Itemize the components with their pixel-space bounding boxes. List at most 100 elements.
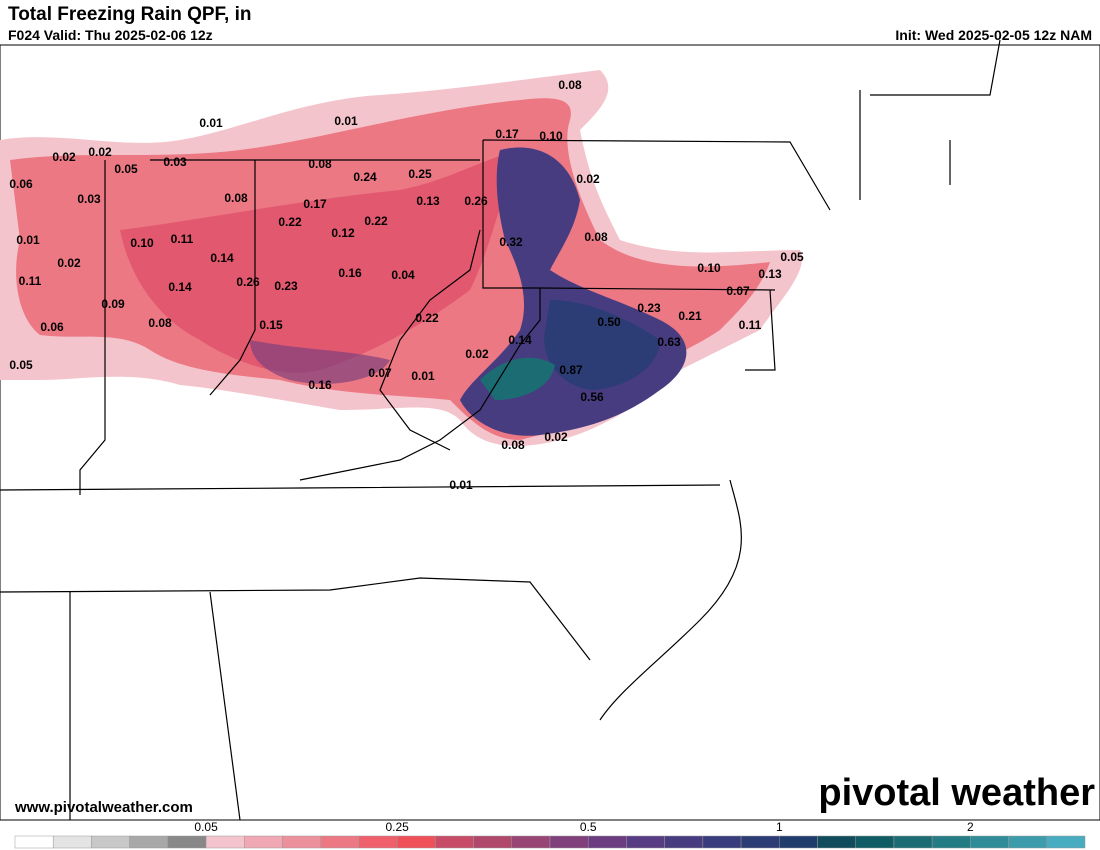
map-label: 0.01 bbox=[449, 478, 473, 492]
map-label: 0.63 bbox=[657, 335, 681, 349]
map-label: 0.08 bbox=[558, 78, 582, 92]
map-label: 0.02 bbox=[465, 347, 489, 361]
colorbar-bin bbox=[396, 835, 436, 849]
map-label: 0.32 bbox=[499, 235, 523, 249]
colorbar-bin bbox=[817, 835, 856, 849]
map-label: 0.16 bbox=[308, 378, 332, 392]
colorbar-label: 2 bbox=[967, 820, 974, 834]
map-label: 0.05 bbox=[780, 250, 804, 264]
map-label: 0.13 bbox=[416, 194, 440, 208]
map-label: 0.01 bbox=[16, 233, 40, 247]
map-label: 0.16 bbox=[338, 266, 362, 280]
colorbar-bin bbox=[167, 835, 207, 849]
map-label: 0.26 bbox=[464, 194, 488, 208]
map-label: 0.17 bbox=[495, 127, 519, 141]
colorbar-bin bbox=[626, 835, 665, 849]
map-label: 0.05 bbox=[9, 358, 33, 372]
map-label: 0.07 bbox=[726, 284, 750, 298]
map-label: 0.11 bbox=[19, 274, 42, 288]
colorbar-bin bbox=[549, 835, 589, 849]
map-label: 0.08 bbox=[584, 230, 608, 244]
map-label: 0.06 bbox=[9, 177, 33, 191]
map-label: 0.10 bbox=[697, 261, 721, 275]
map-label: 0.04 bbox=[391, 268, 415, 282]
logo: pivotal weather bbox=[818, 772, 1095, 814]
map-label: 0.10 bbox=[539, 129, 563, 143]
map-label: 0.87 bbox=[559, 363, 583, 377]
colorbar-bin bbox=[52, 835, 92, 849]
colorbar-bin bbox=[435, 835, 474, 849]
colorbar-bin bbox=[664, 835, 704, 849]
map-label: 0.01 bbox=[199, 116, 223, 130]
map-label: 0.02 bbox=[52, 150, 76, 164]
map-label: 0.24 bbox=[353, 170, 377, 184]
colorbar-bin bbox=[855, 835, 895, 849]
map-label: 0.50 bbox=[597, 315, 621, 329]
map-label: 0.02 bbox=[544, 430, 568, 444]
colorbar-bin bbox=[1008, 835, 1048, 849]
map-label: 0.10 bbox=[130, 236, 154, 250]
map-label: 0.56 bbox=[580, 390, 604, 404]
map-label: 0.17 bbox=[303, 197, 327, 211]
map-label: 0.05 bbox=[114, 162, 138, 176]
colorbar-bin bbox=[129, 835, 169, 849]
map-label: 0.06 bbox=[40, 320, 64, 334]
map-label: 0.22 bbox=[415, 311, 439, 325]
map-label: 0.12 bbox=[331, 226, 355, 240]
map-label: 0.08 bbox=[501, 438, 525, 452]
map-labels: 0.080.01 0.010.17 0.100.02 0.020.05 0.03 0.08… bbox=[9, 78, 804, 492]
colorbar: 0.05 0.25 0.5 1 2 bbox=[14, 820, 1086, 849]
precip-shading bbox=[0, 70, 802, 446]
colorbar-bin bbox=[91, 835, 130, 849]
map-label: 0.08 bbox=[224, 191, 248, 205]
valid-time: F024 Valid: Thu 2025-02-06 12z bbox=[8, 27, 213, 43]
map-label: 0.01 bbox=[334, 114, 358, 128]
colorbar-bin bbox=[893, 835, 933, 849]
colorbar-bin bbox=[282, 835, 321, 849]
colorbar-bin bbox=[1046, 835, 1086, 849]
colorbar-bin bbox=[14, 835, 54, 849]
state-borders bbox=[0, 39, 1001, 821]
init-time: Init: Wed 2025-02-05 12z NAM bbox=[895, 27, 1092, 43]
map-label: 0.07 bbox=[368, 366, 392, 380]
map-label: 0.09 bbox=[101, 297, 125, 311]
map-label: 0.02 bbox=[88, 145, 112, 159]
website: www.pivotalweather.com bbox=[14, 799, 193, 816]
map-label: 0.13 bbox=[758, 267, 782, 281]
map-label: 0.21 bbox=[678, 309, 702, 323]
colorbar-bin bbox=[205, 835, 245, 849]
map-label: 0.22 bbox=[364, 214, 388, 228]
map-label: 0.02 bbox=[57, 256, 81, 270]
map-label: 0.15 bbox=[259, 318, 283, 332]
map-title: Total Freezing Rain QPF, in bbox=[8, 4, 252, 25]
colorbar-bin bbox=[779, 835, 818, 849]
map-label: 0.01 bbox=[411, 369, 435, 383]
map-label: 0.14 bbox=[508, 333, 532, 347]
map-label: 0.11 bbox=[739, 318, 762, 332]
map-label: 0.02 bbox=[576, 172, 600, 186]
colorbar-bin bbox=[587, 835, 627, 849]
colorbar-bin bbox=[970, 835, 1009, 849]
map-label: 0.03 bbox=[163, 155, 187, 169]
colorbar-bin bbox=[473, 835, 513, 849]
colorbar-bin bbox=[244, 835, 283, 849]
colorbar-label: 0.5 bbox=[580, 820, 597, 834]
map-label: 0.26 bbox=[236, 275, 260, 289]
map-label: 0.25 bbox=[408, 167, 432, 181]
map-label: 0.22 bbox=[278, 215, 302, 229]
map-label: 0.23 bbox=[637, 301, 661, 315]
colorbar-bin bbox=[511, 835, 551, 849]
map-label: 0.14 bbox=[168, 280, 192, 294]
colorbar-label: 0.05 bbox=[194, 820, 218, 834]
map-label: 0.08 bbox=[148, 316, 172, 330]
colorbar-bin bbox=[358, 835, 398, 849]
map-label: 0.14 bbox=[210, 251, 234, 265]
colorbar-label: 1 bbox=[776, 820, 783, 834]
colorbar-bin bbox=[740, 835, 780, 849]
map-label: 0.23 bbox=[274, 279, 298, 293]
map-label: 0.03 bbox=[77, 192, 101, 206]
colorbar-bin bbox=[931, 835, 971, 849]
colorbar-label: 0.25 bbox=[385, 820, 409, 834]
